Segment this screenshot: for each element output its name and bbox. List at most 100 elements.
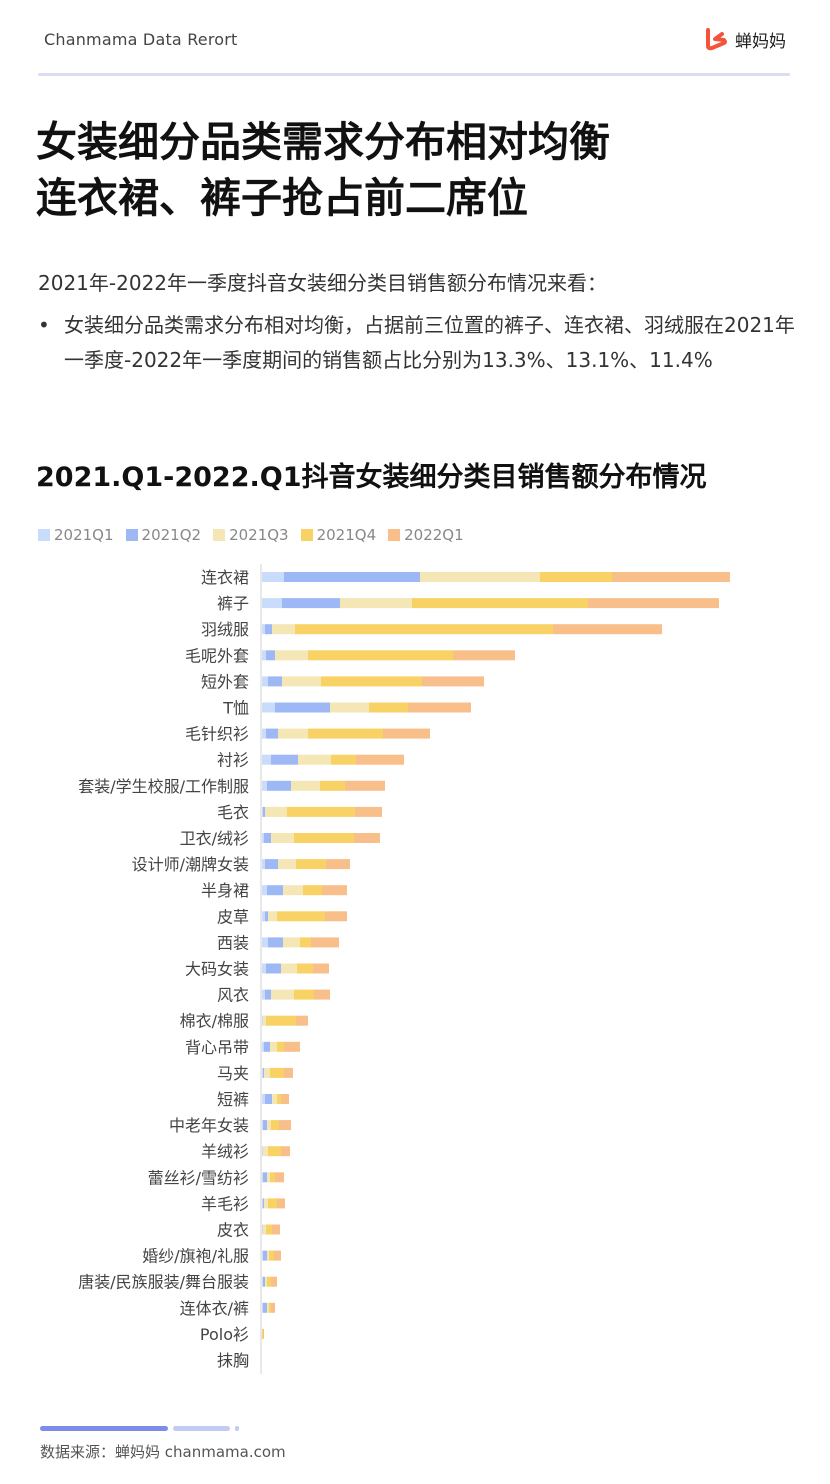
category-label: 棉衣/棉服 xyxy=(180,1012,249,1031)
title-line-1: 女装细分品类需求分布相对均衡 xyxy=(36,118,610,166)
bar-segment xyxy=(262,1302,263,1313)
bar-segment xyxy=(265,1094,272,1104)
bar-segment xyxy=(322,885,347,896)
intro-text: 2021年-2022年一季度抖音女装细分类目销售额分布情况来看： xyxy=(38,271,608,295)
bar-segment xyxy=(272,624,295,635)
bar-segment xyxy=(325,911,347,922)
bar-segment xyxy=(296,1015,308,1026)
bar-segment xyxy=(266,1015,296,1026)
bar-segment xyxy=(271,989,294,1000)
bar-segment xyxy=(266,1224,272,1235)
category-label: 羊毛衫 xyxy=(201,1194,249,1213)
legend-label: 2021Q2 xyxy=(141,526,202,544)
bar-segment xyxy=(262,963,266,974)
bar-segment xyxy=(540,572,612,582)
bar-segment xyxy=(268,937,283,948)
bar-segment xyxy=(270,1172,275,1183)
bar-segment xyxy=(278,859,296,870)
legend-swatch xyxy=(388,529,401,541)
category-label: 套装/学生校服/工作制服 xyxy=(78,777,249,796)
bar-segment xyxy=(271,1276,277,1287)
bar-segment xyxy=(612,572,730,582)
bar-segment xyxy=(283,885,303,896)
bar-segment xyxy=(262,1015,263,1026)
bar-segment xyxy=(278,728,308,739)
bar-segment xyxy=(420,572,540,582)
bar-segment xyxy=(262,1041,264,1052)
bar-segment xyxy=(314,989,330,1000)
bar-segment xyxy=(268,911,277,922)
bar-segment xyxy=(262,676,268,687)
bar-segment xyxy=(271,1302,275,1313)
bar-segment xyxy=(262,885,267,896)
bullet-dot: • xyxy=(38,313,50,337)
bar-segment xyxy=(262,1146,263,1157)
bar-segment xyxy=(263,1250,267,1261)
page-title: 女装细分品类需求分布相对均衡 连衣裙、裤子抢占前二席位 xyxy=(36,114,610,226)
bar-segment xyxy=(263,1198,264,1209)
bar-segment xyxy=(269,1302,271,1313)
bar-segment xyxy=(262,833,264,843)
legend-label: 2021Q3 xyxy=(229,526,289,544)
category-label: 马夹 xyxy=(217,1064,249,1083)
legend-label: 2021Q1 xyxy=(54,526,114,544)
header-divider xyxy=(38,73,790,76)
bar-segment xyxy=(262,754,271,765)
bar-segment xyxy=(266,728,278,739)
bar-segment xyxy=(408,702,471,713)
bar-segment xyxy=(296,859,326,870)
bar-segment xyxy=(263,1224,266,1235)
bar-segment xyxy=(268,1146,281,1157)
bar-segment xyxy=(264,1198,268,1209)
bar-segment xyxy=(262,1120,263,1131)
bar-segment xyxy=(275,1172,284,1183)
bar-segment xyxy=(262,1094,265,1104)
bar-segment xyxy=(330,702,369,713)
bar-segment xyxy=(308,650,453,661)
legend-swatch xyxy=(300,529,313,541)
bar-segment xyxy=(284,572,420,582)
bar-segment xyxy=(262,806,263,817)
bar-segment xyxy=(271,1120,279,1131)
legend-item: 2021Q1 xyxy=(38,526,114,544)
footer-bar-segment xyxy=(173,1426,230,1431)
bar-segment xyxy=(263,1146,268,1157)
bar-segment xyxy=(262,1198,263,1209)
bar-segment xyxy=(553,624,662,635)
bar-segment xyxy=(331,754,356,765)
bar-segment xyxy=(267,1276,271,1287)
bar-segment xyxy=(272,1224,280,1235)
bar-segment xyxy=(268,1198,277,1209)
bar-segment xyxy=(263,806,265,817)
bar-segment xyxy=(264,1041,270,1052)
bar-segment xyxy=(262,728,266,739)
category-label: 毛衣 xyxy=(217,803,249,822)
bar-segment xyxy=(320,780,345,791)
bar-segment xyxy=(271,754,298,765)
bar-segment xyxy=(264,833,271,843)
category-label: 抹胸 xyxy=(217,1351,249,1370)
bar-segment xyxy=(279,1120,291,1131)
bar-segment xyxy=(263,1015,266,1026)
category-label: 背心吊带 xyxy=(185,1038,249,1057)
bar-segment xyxy=(265,911,268,922)
category-label: 蕾丝衫/雪纺衫 xyxy=(148,1168,249,1187)
bar-segment xyxy=(277,911,325,922)
chanmama-logo: 蝉妈妈 xyxy=(703,26,786,52)
bar-segment xyxy=(287,806,355,817)
bar-segment xyxy=(295,624,553,635)
legend-item: 2021Q3 xyxy=(213,526,289,544)
bar-segment xyxy=(265,859,278,870)
category-label: 婚纱/旗袍/礼服 xyxy=(142,1247,249,1266)
bar-segment xyxy=(262,1067,263,1078)
category-label: 风衣 xyxy=(217,986,249,1005)
bar-segment xyxy=(262,780,267,791)
report-brand: Chanmama Data Rerort xyxy=(44,30,238,49)
bar-segment xyxy=(297,963,313,974)
bar-segment xyxy=(356,754,404,765)
bar-segment xyxy=(277,1198,285,1209)
category-label: 中老年女装 xyxy=(169,1116,249,1135)
bar-segment xyxy=(267,1172,270,1183)
bar-segment xyxy=(412,598,588,609)
bar-segment xyxy=(298,754,331,765)
